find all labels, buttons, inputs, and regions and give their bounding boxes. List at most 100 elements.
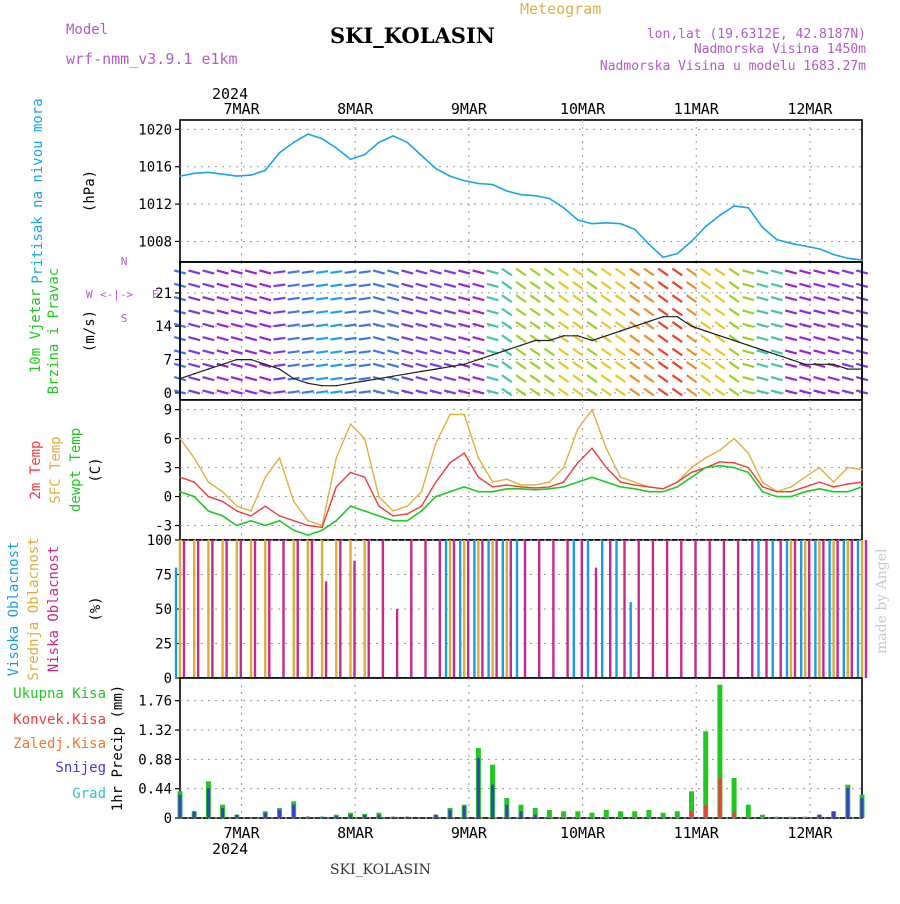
wind-arrow [387,389,400,395]
wind-arrow [230,349,243,355]
wind-arrow [643,387,655,397]
dewpt-line-point [577,481,579,483]
wind-arrow [330,350,343,354]
sfc-temp-line-point [690,466,693,469]
cloud-bar [601,540,604,678]
wind-arrow [358,350,371,354]
wind-arrow [657,281,669,290]
cloud-bar [501,540,504,678]
sfc-temp-line-point [577,428,579,430]
panel-label: Pritisak na nivou mora [30,98,46,283]
precip-bar [689,791,694,818]
wind-speed-line-point [264,363,267,366]
sfc-temp-line-point [605,447,608,450]
precip-bar [802,816,808,818]
wind-arrow [685,307,698,317]
cloud-bar [367,540,370,678]
wind-arrow [259,336,272,342]
pressure-line-point [335,147,338,149]
precip-bar [505,804,509,818]
pressure-line-point [776,238,778,241]
dewpt-line-point [676,486,679,488]
dewpt-line-point [420,510,423,512]
pressure-line-point [577,219,579,221]
wind-arrow [827,296,840,302]
wind-arrow [841,362,854,368]
wind-arrow [515,334,527,343]
wind-arrow [827,349,840,355]
wind-arrow [443,349,457,355]
temp-2m-line-point [648,486,650,488]
wind-arrow [301,390,314,394]
wind-arrow [756,322,769,328]
precip-bar [860,798,864,818]
cloud-bar [310,540,314,678]
wind-arrow [216,376,229,382]
pressure-line-point [790,242,792,245]
wind-arrow [188,269,201,275]
wind-arrow [259,269,272,275]
wind-arrow [415,349,428,355]
cloud-bar [629,602,632,678]
wind-arrow [273,336,286,341]
cloud-bar [292,540,295,678]
precip-bar [660,812,666,818]
wind-arrow [202,362,215,368]
wind-arrow [770,269,783,275]
precip-bar [846,788,850,818]
precip-bar [448,810,452,818]
wind-arrow [486,309,499,315]
wind-arrow [501,321,513,330]
wind-arrow [287,323,300,328]
cloud-series-0 [174,540,860,678]
y-tick-label: 1.32 [138,723,172,739]
wind-speed-line-point [221,363,224,366]
wind-speed-line-point [818,363,821,366]
wind-arrow [472,389,485,395]
dewpt-line-point [207,510,210,512]
wind-arrow [586,360,598,370]
pressure-line-point [307,133,309,135]
wind-arrow [728,307,740,317]
wind-arrow [230,296,243,302]
wind-arrow [671,321,683,330]
panel-temperature: 9 6 3 0 -3 2m Temp SFC Temp dewpt Temp (C) [28,399,863,541]
wind-arrow [202,296,215,302]
wind-arrow [813,296,826,302]
wind-arrow [770,362,783,368]
wind-speed-line-point [335,384,338,387]
precip-bar [717,684,723,818]
sfc-temp-line-point [520,484,522,486]
wind-arrow [784,296,798,302]
sfc-temp-line-point [278,457,281,459]
pressure-line-point [648,243,650,245]
temp-2m-line-point [733,462,735,464]
wind-arrow [330,310,343,314]
cloud-bar [864,540,868,678]
dewpt-line-point [690,476,693,479]
wind-arrow [259,296,272,302]
wind-arrow [671,281,683,290]
cloud-bar [395,609,399,678]
wind-arrow [700,361,712,370]
wind-arrow [629,347,641,357]
wind-arrow [415,362,428,368]
pressure-line-point [193,172,195,175]
wind-arrow [216,336,229,342]
wind-arrow [415,389,428,395]
panel-frame [179,677,863,819]
wind-arrow [614,334,627,344]
dewpt-line-point [435,495,437,498]
cloud-bar [424,540,427,678]
pressure-line-point [435,167,437,170]
wind-arrow [372,349,385,355]
cloud-bar [491,540,494,678]
wind-arrow [188,362,201,368]
dewpt-line-point [278,519,281,522]
y-tick-label: 0 [164,386,172,402]
wind-arrow [259,376,272,382]
dewpt-line-point [719,464,721,467]
wind-arrow [387,322,400,328]
dewpt-line-point [605,481,608,483]
wind-arrow [230,282,243,288]
